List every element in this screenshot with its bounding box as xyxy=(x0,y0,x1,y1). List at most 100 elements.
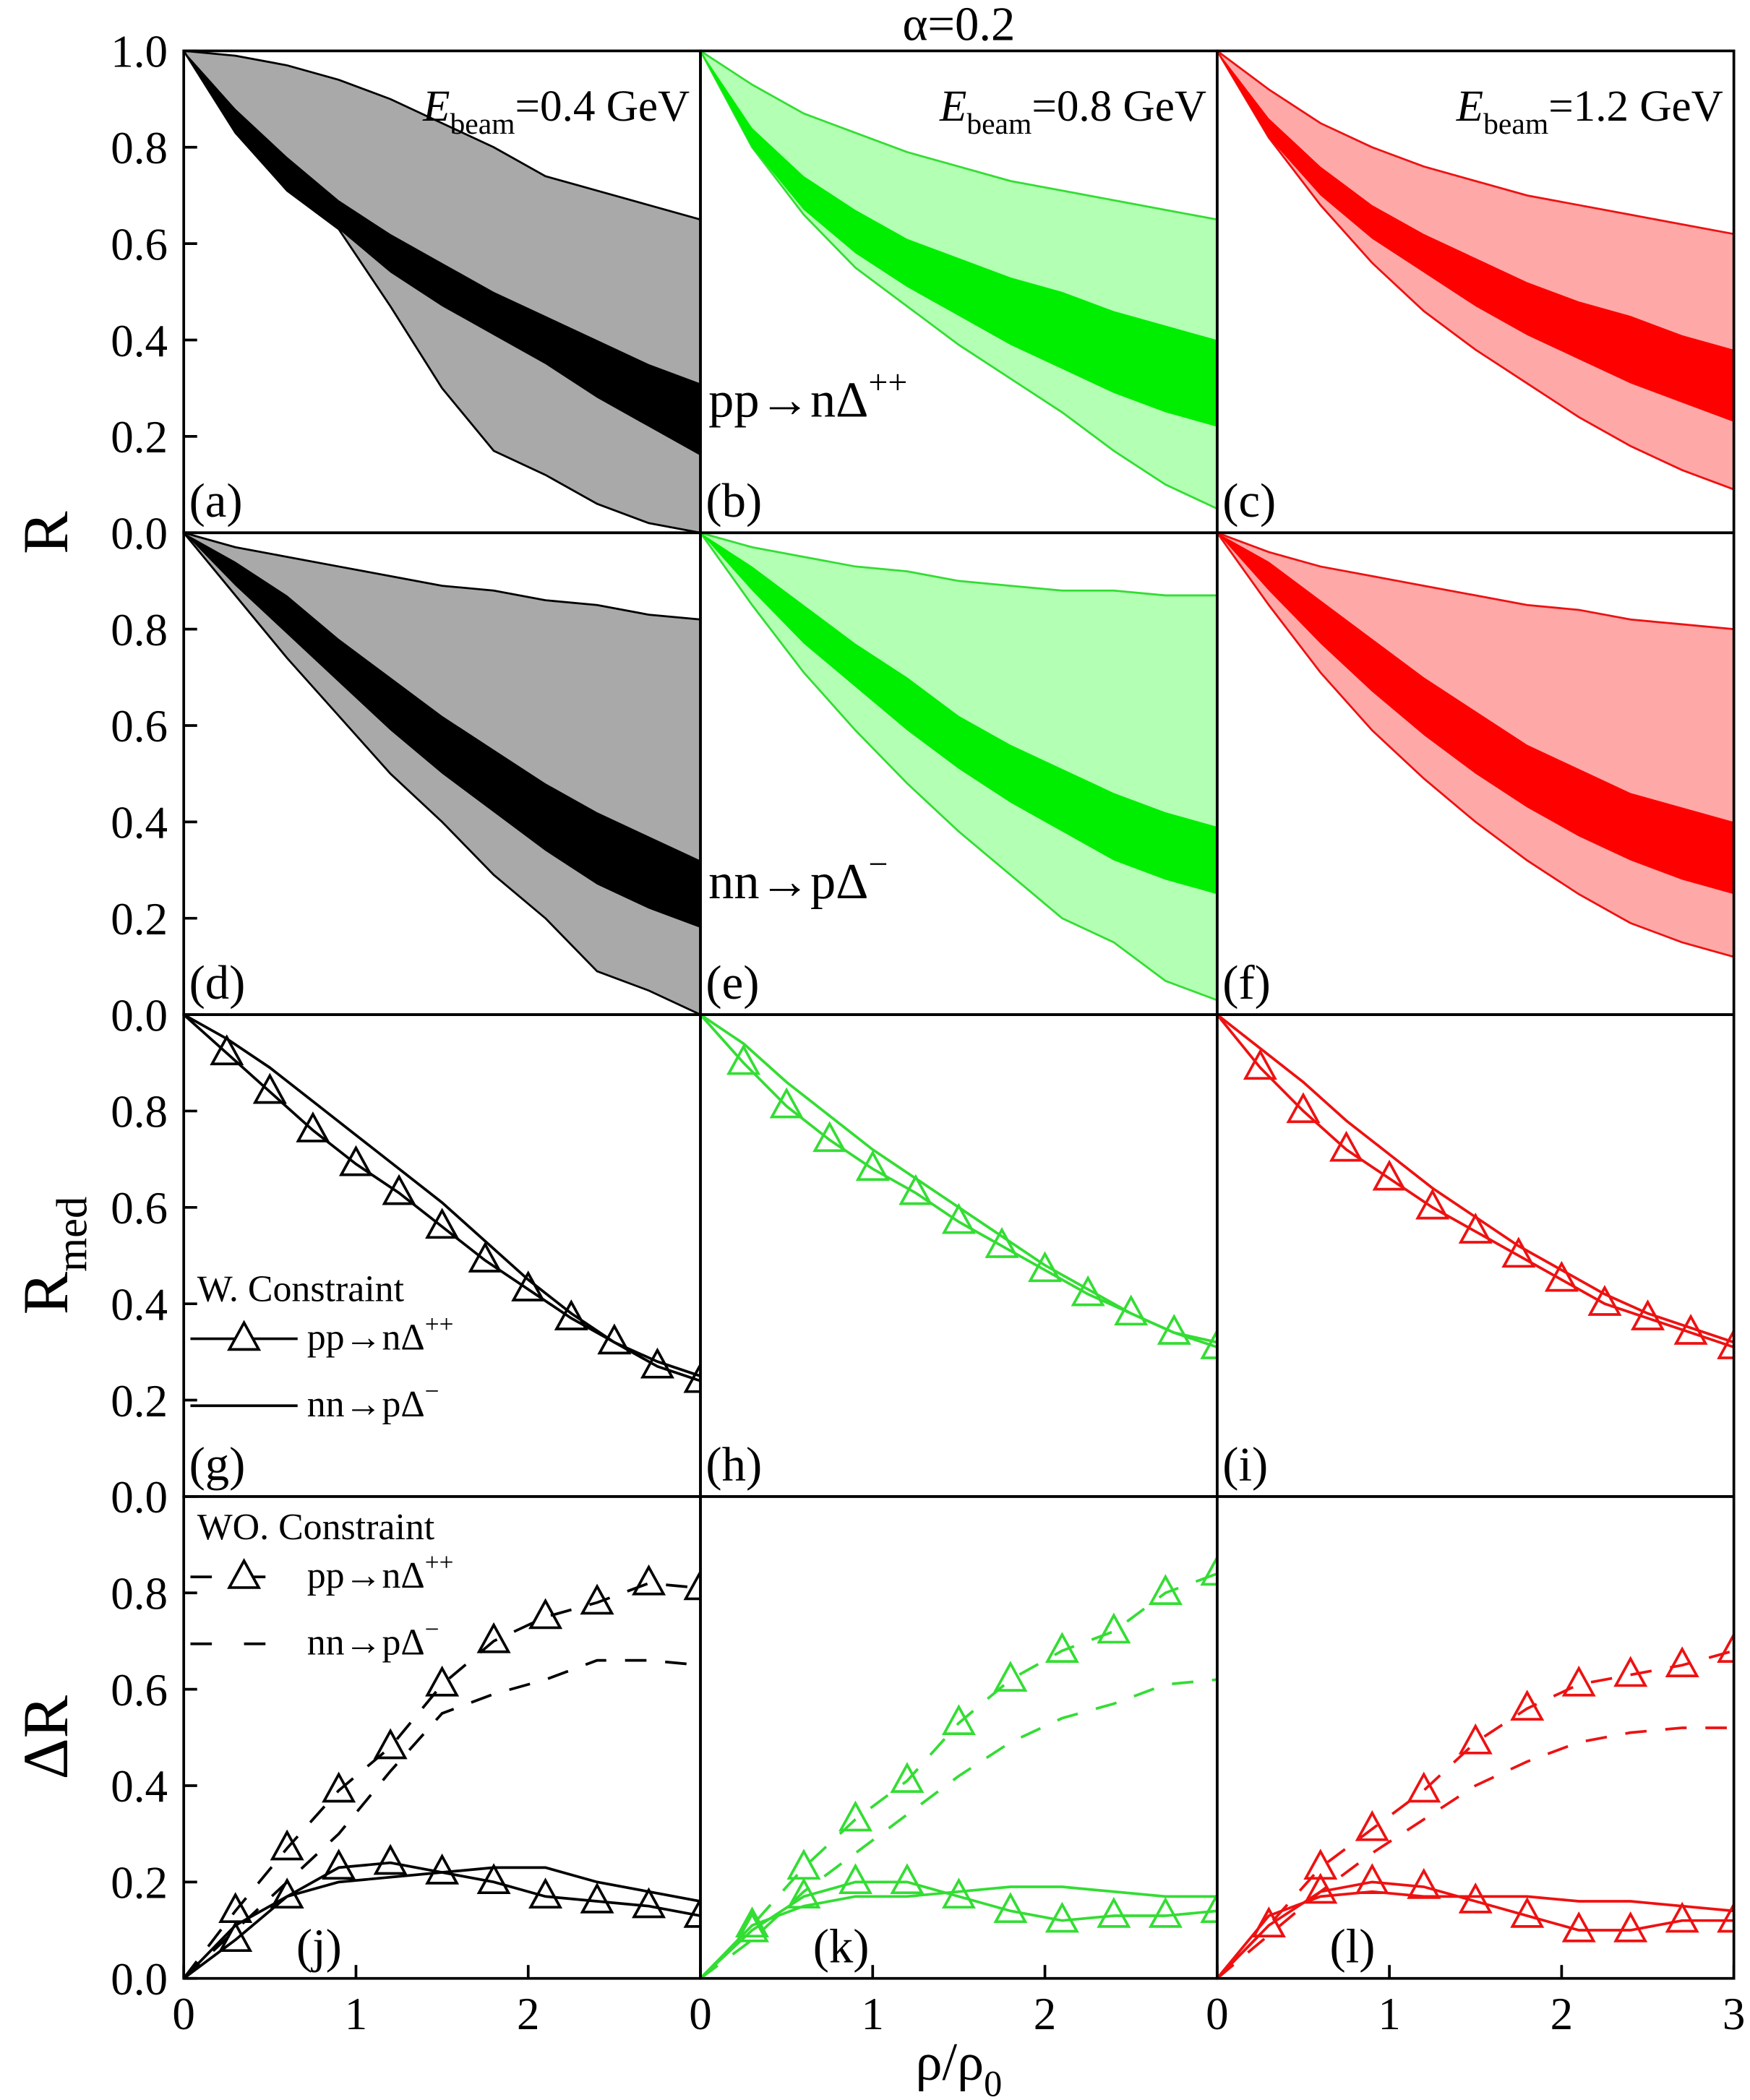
panel xyxy=(1217,533,1734,958)
legend-label-part: − xyxy=(425,1615,439,1643)
triangle-marker xyxy=(1243,1049,1277,1080)
triangle-marker xyxy=(726,1043,761,1075)
legend-label-part: pp→nΔ xyxy=(307,1555,425,1596)
triangle-marker xyxy=(1045,1901,1079,1933)
legend-label: pp→nΔ++ xyxy=(307,1310,454,1358)
line xyxy=(700,1885,1217,1979)
triangle-marker xyxy=(1561,1911,1596,1942)
triangle-marker xyxy=(373,1843,408,1875)
y-tick-label: 0.0 xyxy=(111,508,168,559)
legend-label-part: nn→pΔ xyxy=(307,1384,425,1425)
panel xyxy=(184,1564,701,1979)
triangle-marker xyxy=(1510,1690,1545,1721)
triangle-marker xyxy=(993,1892,1028,1924)
triangle-marker xyxy=(890,1863,925,1895)
line xyxy=(184,1658,701,1979)
triangle-marker xyxy=(838,1863,872,1895)
triangle-marker xyxy=(1303,1872,1338,1904)
triangle-marker xyxy=(1286,1092,1321,1124)
line xyxy=(184,1582,701,1979)
panel-label: (e) xyxy=(705,957,759,1010)
panel-label: (b) xyxy=(705,475,762,528)
legend-label-part: − xyxy=(425,1377,439,1406)
triangle-marker xyxy=(1097,1612,1131,1644)
triangle-marker xyxy=(476,1863,511,1895)
legend-title: WO. Constraint xyxy=(197,1507,435,1548)
triangle-marker xyxy=(1510,1896,1545,1928)
energy-label-part: E xyxy=(939,82,966,131)
y-axis-label: ΔR xyxy=(11,1695,82,1779)
x-tick-label: 0 xyxy=(1206,1989,1229,2039)
y-axis-label: R xyxy=(11,511,82,554)
y-tick-label: 0.6 xyxy=(111,1183,168,1234)
y-tick-label: 0.6 xyxy=(111,701,168,752)
panel-label: (a) xyxy=(189,475,243,528)
triangle-marker xyxy=(1071,1275,1105,1307)
triangle-marker xyxy=(1407,1771,1441,1803)
triangle-marker xyxy=(252,1072,287,1104)
line xyxy=(700,1880,1217,1979)
energy-label-part: =0.4 GeV xyxy=(515,82,690,131)
panel-label: (c) xyxy=(1222,475,1276,528)
triangle-marker xyxy=(632,1887,666,1919)
triangle-marker xyxy=(554,1299,588,1330)
reaction-label-part: pp→nΔ xyxy=(708,371,868,428)
energy-label-part: E xyxy=(1456,82,1483,131)
triangle-marker xyxy=(1561,1665,1596,1697)
line xyxy=(184,1015,701,1377)
y-axis-label: Rmed xyxy=(11,1197,97,1314)
triangle-marker xyxy=(210,1034,244,1066)
triangle-marker xyxy=(941,1704,976,1735)
triangle-marker xyxy=(425,1853,460,1885)
x-tick-label: 1 xyxy=(862,1989,885,2039)
x-tick-label: 1 xyxy=(1378,1989,1401,2039)
legend-label-part: ++ xyxy=(425,1310,454,1338)
triangle-marker xyxy=(838,1800,872,1832)
triangle-marker xyxy=(769,1087,804,1119)
energy-label-part: beam xyxy=(450,107,515,140)
line xyxy=(700,1572,1217,1979)
panel-frame xyxy=(1215,1495,1736,1980)
triangle-marker xyxy=(941,1877,976,1909)
triangle-marker xyxy=(1458,1723,1493,1755)
legend-label-part: ++ xyxy=(425,1549,454,1577)
energy-label-part: =1.2 GeV xyxy=(1548,82,1723,131)
triangle-marker xyxy=(812,1121,847,1153)
triangle-marker xyxy=(1501,1236,1536,1268)
line xyxy=(1217,1726,1734,1979)
panel-label: (g) xyxy=(189,1439,246,1492)
panel-label: (i) xyxy=(1222,1439,1268,1492)
triangle-marker xyxy=(1544,1260,1579,1292)
x-tick-label: 0 xyxy=(689,1989,712,2039)
triangle-marker xyxy=(1613,1656,1648,1687)
legend-label-part: pp→nΔ xyxy=(307,1317,425,1358)
panel xyxy=(1217,1632,1734,1979)
panel-label: (f) xyxy=(1222,957,1271,1010)
y-tick-label: 0.6 xyxy=(111,1665,168,1716)
energy-label-part: =0.8 GeV xyxy=(1031,82,1206,131)
energy-label: Ebeam=0.4 GeV xyxy=(422,82,690,140)
triangle-marker xyxy=(993,1661,1028,1692)
triangle-marker xyxy=(1355,1809,1389,1841)
panel xyxy=(700,1015,1217,1359)
reaction-label-part: ++ xyxy=(868,363,907,402)
y-tick-label: 0.0 xyxy=(111,1954,168,2005)
line xyxy=(1217,1015,1734,1344)
line xyxy=(184,1866,701,1979)
triangle-marker xyxy=(1458,1882,1493,1914)
line xyxy=(1217,1890,1734,1979)
x-axis-label: ρ/ρ0 xyxy=(916,2033,1003,2100)
energy-label: Ebeam=1.2 GeV xyxy=(1456,82,1723,140)
line xyxy=(700,1678,1217,1979)
line xyxy=(700,1015,1217,1344)
y-tick-label: 0.6 xyxy=(111,219,168,270)
triangle-marker xyxy=(218,1921,253,1953)
y-tick-label: 0.8 xyxy=(111,1569,168,1619)
line xyxy=(1217,1015,1734,1348)
triangle-marker xyxy=(1458,1213,1493,1244)
y-tick-label: 0.2 xyxy=(111,1858,168,1908)
y-tick-label: 0.8 xyxy=(111,123,168,173)
triangle-marker xyxy=(476,1622,511,1653)
x-tick-label: 2 xyxy=(1550,1989,1574,2039)
reaction-label-part: nn→pΔ xyxy=(708,853,868,910)
